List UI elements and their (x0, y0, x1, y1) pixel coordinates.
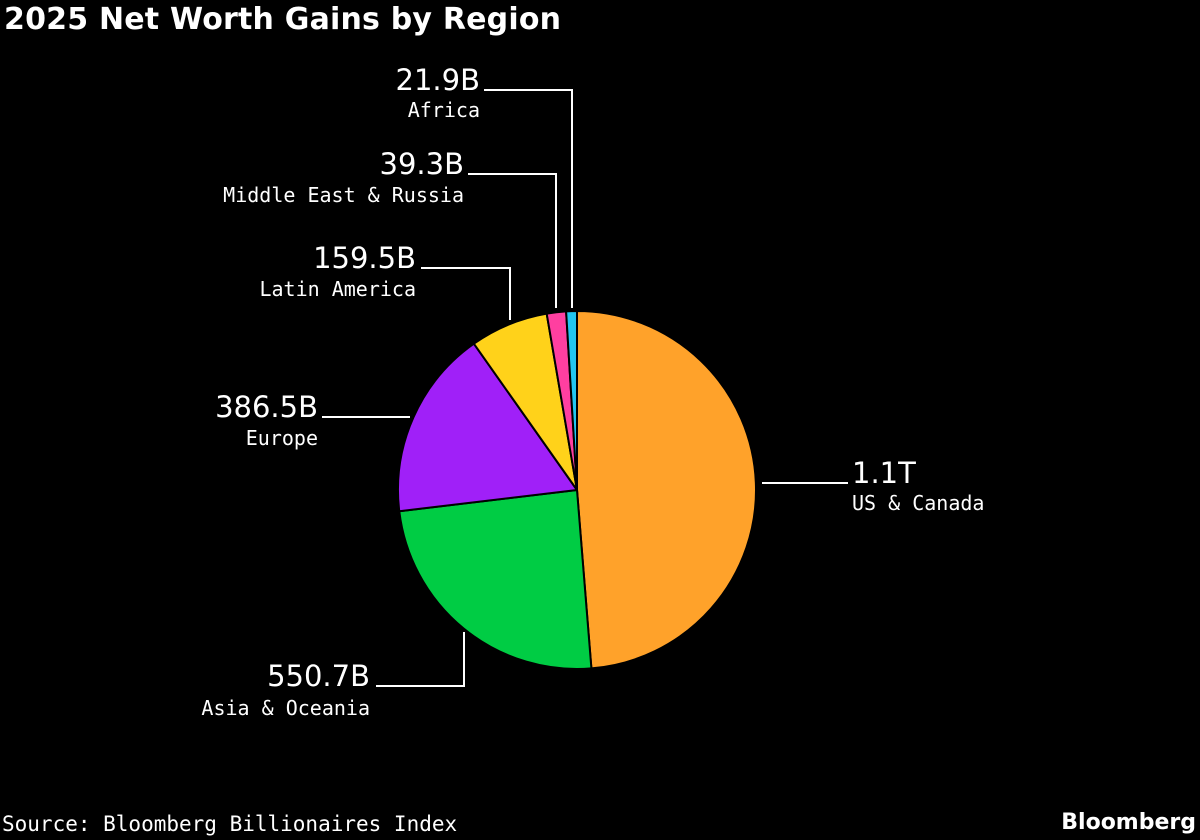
leader-line-middle-east-and-russia (468, 173, 557, 308)
pie-slice-us-and-canada (576, 310, 757, 670)
value-label-europe: 386.5B (215, 390, 318, 424)
category-label-africa: Africa (408, 98, 480, 122)
value-label-middle-east-and-russia: 39.3B (380, 147, 464, 181)
leader-lines (322, 89, 848, 687)
value-label-us-and-canada: 1.1T (852, 456, 916, 490)
pie-slice-europe (397, 342, 578, 513)
category-label-latin-america: Latin America (259, 277, 416, 301)
leader-line-asia-and-oceania (376, 632, 465, 687)
bloomberg-logo: Bloomberg (1061, 810, 1196, 835)
category-label-asia-and-oceania: Asia & Oceania (201, 696, 370, 720)
category-label-us-and-canada: US & Canada (852, 491, 984, 515)
pie-slices (397, 310, 757, 670)
leader-line-africa (484, 89, 573, 308)
value-label-africa: 21.9B (396, 63, 480, 97)
pie-slice-asia-and-oceania (398, 489, 593, 670)
leader-line-latin-america (421, 267, 511, 320)
value-label-asia-and-oceania: 550.7B (267, 659, 370, 693)
category-label-middle-east-and-russia: Middle East & Russia (223, 183, 464, 207)
source-note: Source: Bloomberg Billionaires Index (2, 812, 458, 836)
category-label-europe: Europe (246, 426, 318, 450)
pie-slice-africa (565, 310, 578, 491)
value-label-latin-america: 159.5B (313, 241, 416, 275)
chart-title: 2025 Net Worth Gains by Region (4, 2, 562, 37)
